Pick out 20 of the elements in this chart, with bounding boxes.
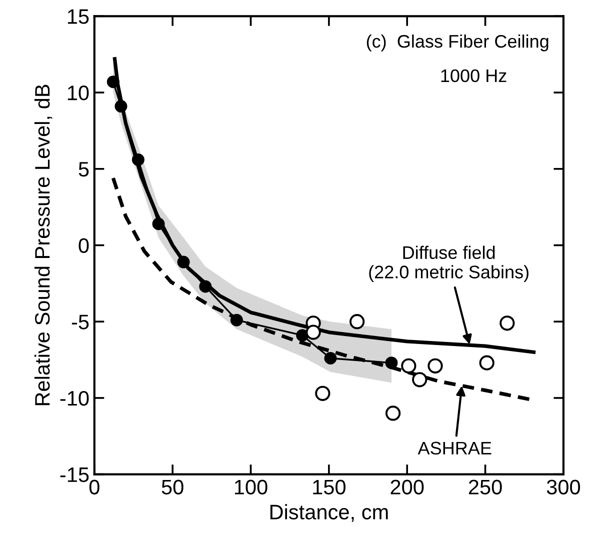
y-tick-label: -15 [60, 468, 89, 482]
annotation: 1000 Hz [441, 69, 506, 82]
x-tick-label: 150 [313, 480, 346, 494]
x-tick-label: 100 [234, 480, 268, 494]
y-tick-label: -5 [72, 314, 89, 330]
y-axis-title: Relative Sound Pressure Level, dB [34, 84, 52, 406]
annotation: Diffuse field (22.0 metric Sabins) [369, 246, 528, 282]
y-tick-label: -10 [60, 390, 89, 406]
y-tick-label: 15 [68, 9, 89, 24]
x-tick-label: 200 [390, 480, 424, 494]
y-tick-label: 5 [78, 162, 89, 177]
x-tick-label: 300 [546, 480, 580, 494]
x-tick-label: 0 [89, 480, 100, 494]
annotation: (c) Glass Fiber Ceiling [366, 34, 548, 52]
x-axis-title: Distance, cm [270, 504, 388, 522]
x-tick-label: 50 [162, 480, 184, 494]
x-tick-label: 250 [468, 480, 502, 494]
annotation: ASHRAE [418, 442, 492, 455]
y-tick-label: 10 [68, 86, 89, 100]
y-tick-label: 0 [78, 238, 89, 253]
